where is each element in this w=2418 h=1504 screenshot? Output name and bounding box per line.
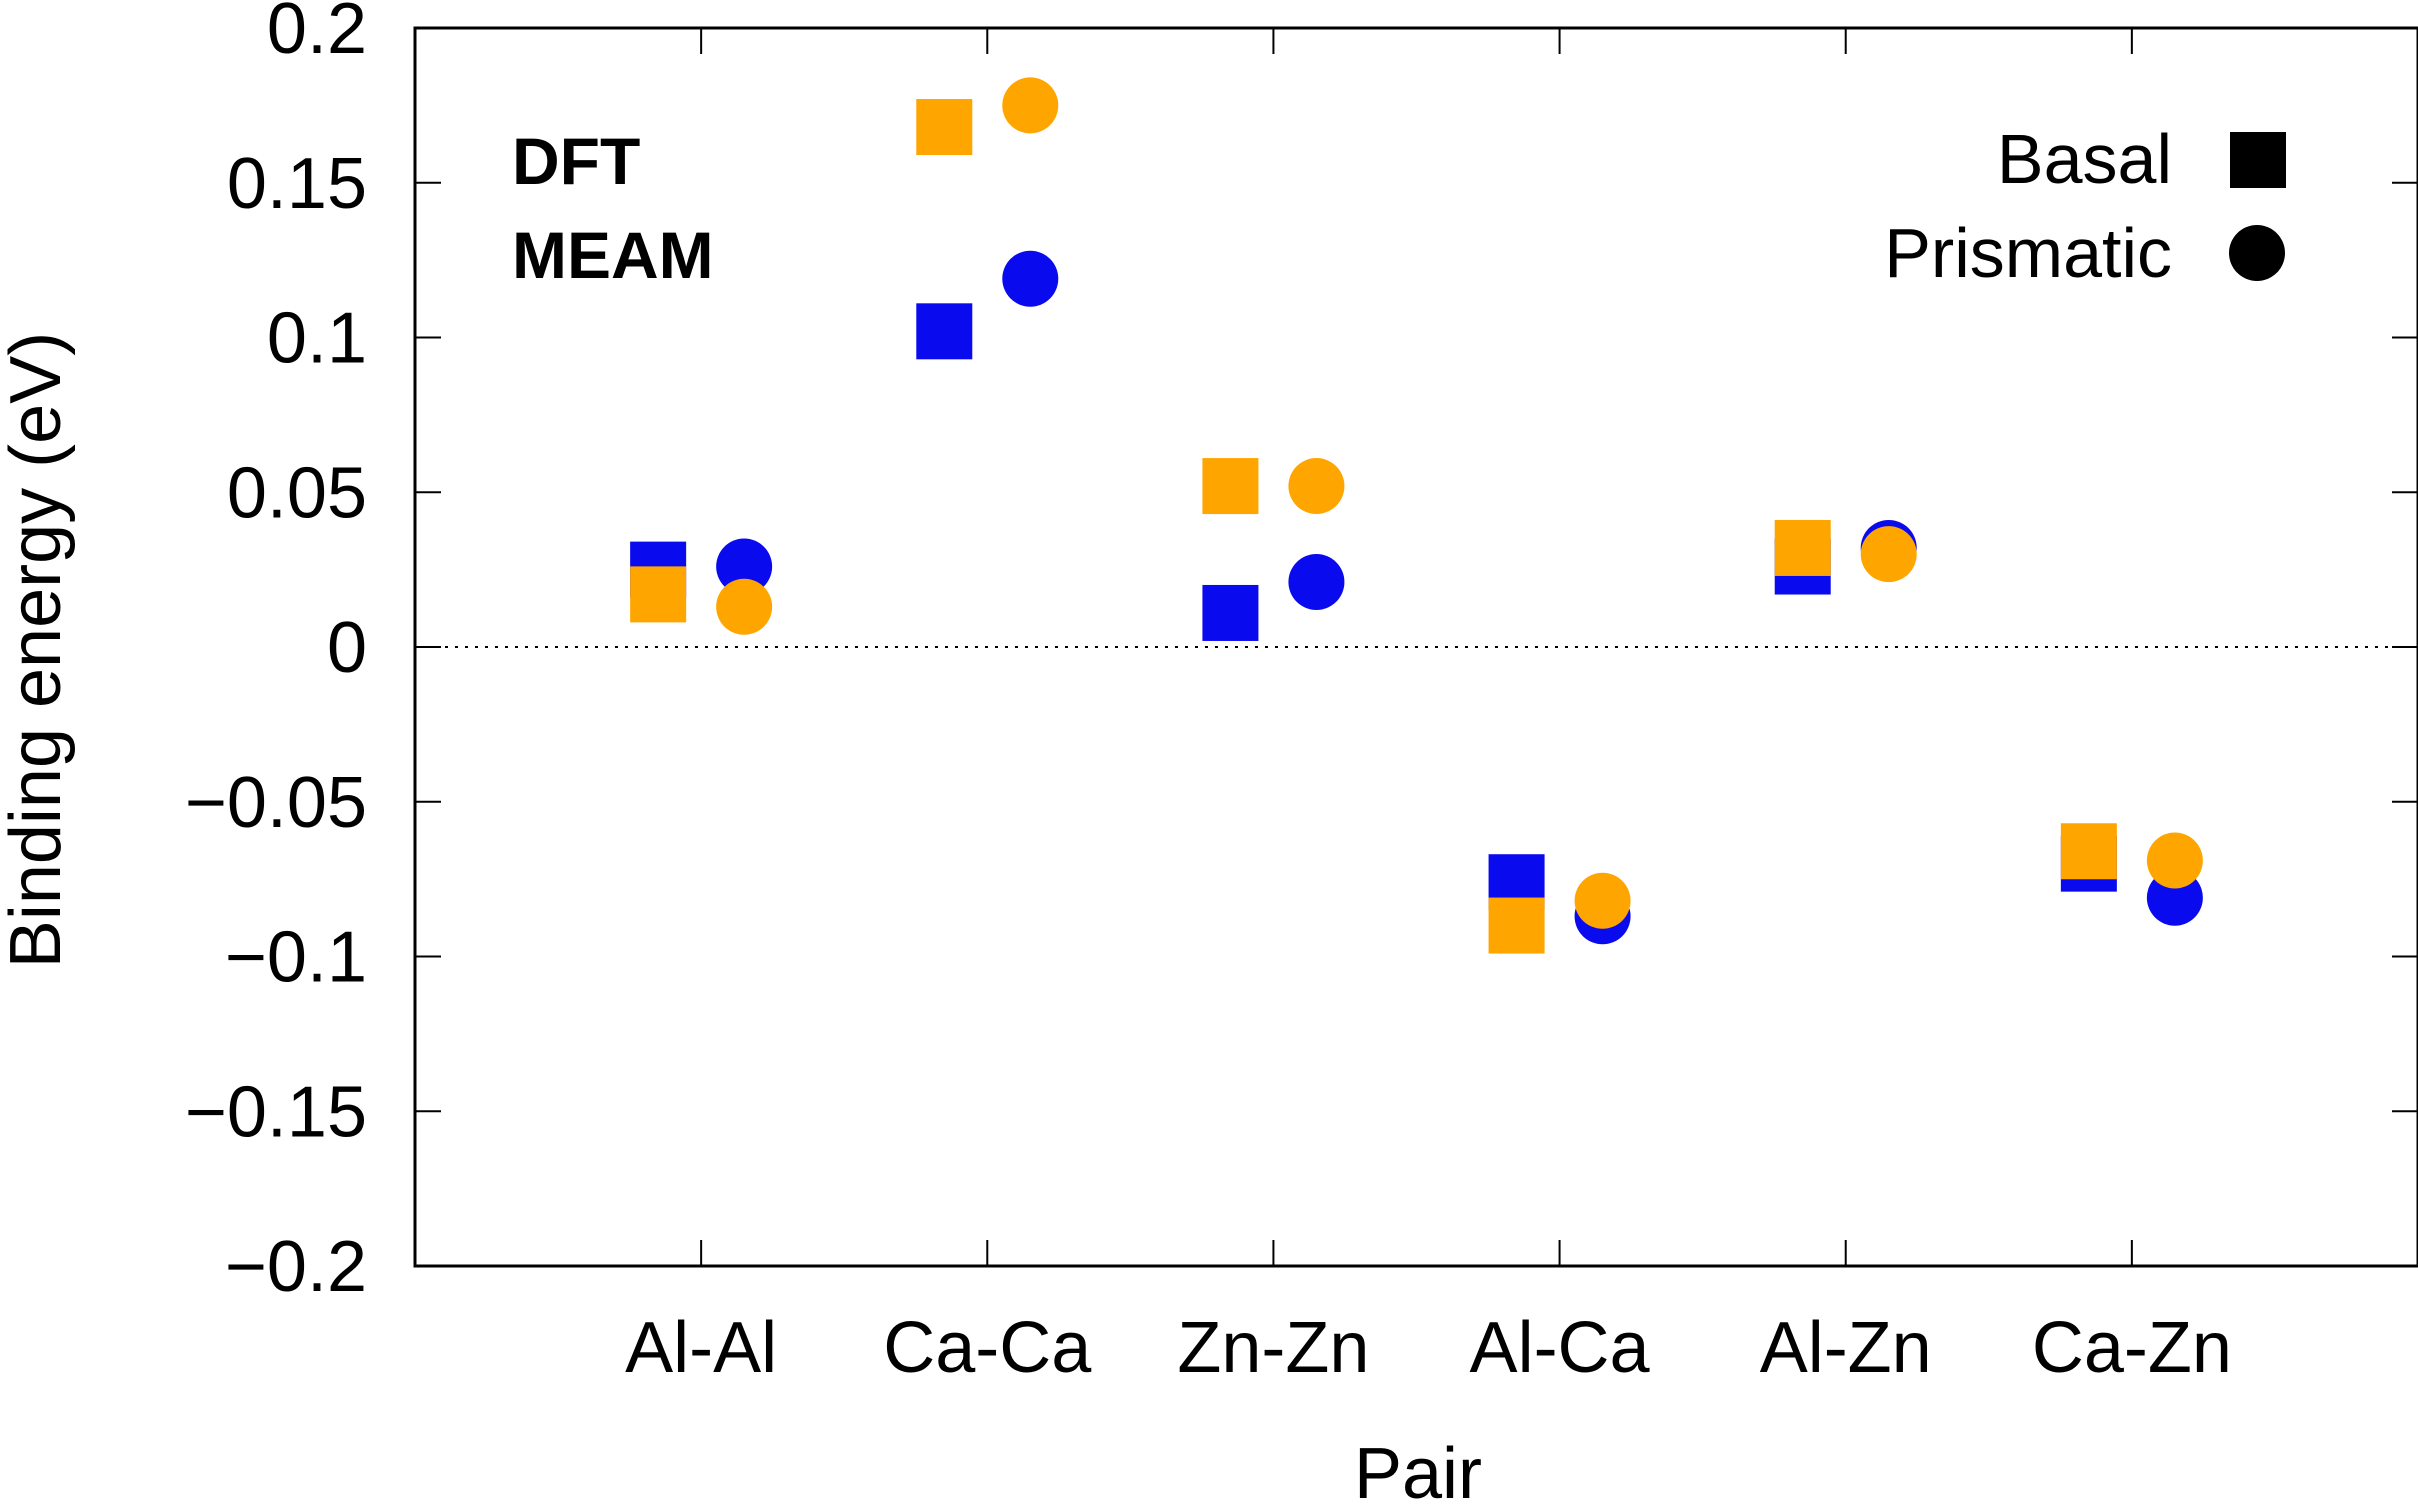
legend-basal-label: Basal xyxy=(1997,120,2172,198)
x-tick-label: Ca-Ca xyxy=(883,1308,1092,1388)
meam-prismatic-point xyxy=(1002,77,1059,134)
x-tick-label: Al-Al xyxy=(625,1308,777,1388)
meam-basal-point xyxy=(1202,458,1259,515)
method-label-meam: MEAM xyxy=(512,218,714,292)
y-tick-label: −0.05 xyxy=(185,763,367,843)
y-tick-label: −0.1 xyxy=(225,918,367,998)
legend-prismatic-label: Prismatic xyxy=(1884,214,2172,292)
legend-square-marker-icon xyxy=(2230,132,2286,188)
legend-layer xyxy=(2229,132,2286,281)
y-tick-label: 0.2 xyxy=(267,0,367,69)
y-tick-label: −0.15 xyxy=(185,1072,367,1152)
meam-prismatic-point xyxy=(1288,458,1345,515)
dft-prismatic-point xyxy=(1288,554,1345,611)
meam-prismatic-point xyxy=(2146,832,2203,889)
meam-basal-point xyxy=(1774,519,1831,576)
legend-circle-marker-icon xyxy=(2229,225,2285,281)
point-layer xyxy=(630,77,2203,954)
meam-prismatic-point xyxy=(1574,872,1631,929)
y-axis-title: Binding energy (eV) xyxy=(0,332,76,968)
meam-prismatic-point xyxy=(1860,526,1917,583)
meam-basal-point xyxy=(1488,897,1545,954)
x-tick-label: Ca-Zn xyxy=(2032,1308,2232,1388)
method-label-dft: DFT xyxy=(512,124,640,198)
tick-layer: 0.2 0.15 0.1 0.05 0 −0.05 −0.1 −0.15 −0.2 Al-Al Ca… xyxy=(185,0,2418,1388)
x-tick-label: Al-Ca xyxy=(1470,1308,1651,1388)
dft-prismatic-point xyxy=(1002,250,1059,307)
y-tick-label: 0.05 xyxy=(227,453,367,533)
meam-basal-point xyxy=(630,566,687,623)
dft-basal-point xyxy=(916,303,973,360)
y-tick-label: 0.15 xyxy=(227,144,367,224)
y-tick-label: −0.2 xyxy=(225,1227,367,1307)
dft-prismatic-point xyxy=(716,538,773,595)
meam-prismatic-point xyxy=(716,578,773,635)
x-axis-title: Pair xyxy=(1354,1434,1482,1504)
meam-basal-point xyxy=(916,99,973,156)
x-tick-label: Al-Zn xyxy=(1760,1308,1932,1388)
y-tick-label: 0 xyxy=(327,608,367,688)
y-tick-label: 0.1 xyxy=(267,299,367,379)
x-tick-label: Zn-Zn xyxy=(1177,1308,1369,1388)
dft-basal-point xyxy=(1202,584,1259,641)
meam-basal-point xyxy=(2060,823,2117,880)
